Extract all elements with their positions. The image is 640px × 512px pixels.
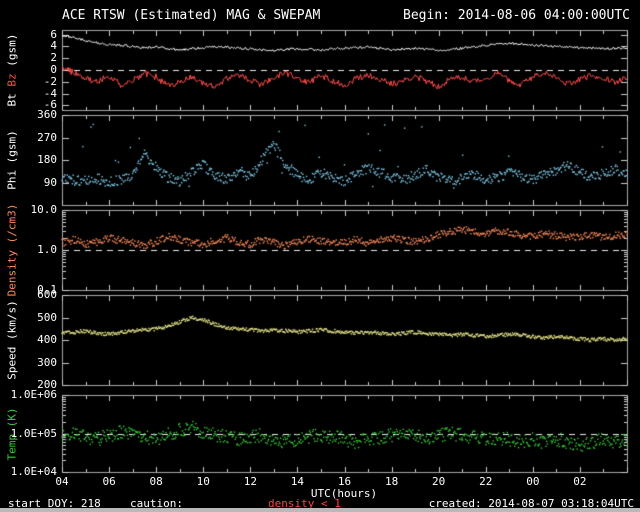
footer-start-doy: start DOY: 218 [8, 497, 101, 510]
y-tick-label: 4 [50, 39, 57, 53]
y-tick-label: -4 [43, 86, 57, 100]
bottom-border-bar [0, 508, 640, 512]
x-tick-label: 22 [479, 475, 493, 488]
y-tick-label: 360 [37, 108, 57, 121]
plot-title: ACE RTSW (Estimated) MAG & SWEPAM [62, 8, 321, 23]
footer-caution-label: caution: [130, 497, 183, 510]
y-tick-label: 1.0 [37, 243, 57, 256]
y-tick-label: 180 [37, 153, 57, 166]
y-tick-label: 600 [37, 288, 57, 301]
y-tick-label: -6 [43, 98, 57, 112]
x-tick-label: 06 [102, 475, 116, 488]
x-tick-label: 20 [432, 475, 446, 488]
x-tick-label: 08 [149, 475, 163, 488]
y-tick-label: 200 [37, 378, 57, 391]
x-tick-label: 12 [243, 475, 257, 488]
footer-caution-value: density < 1 [268, 497, 341, 510]
x-tick-label: 18 [384, 475, 399, 488]
footer-created: created: 2014-08-07 03:18:04UTC [428, 497, 634, 510]
y-tick-label: 300 [37, 355, 57, 369]
x-tick-label: 10 [196, 475, 210, 488]
y-tick-label: 2 [50, 51, 57, 65]
x-axis-label: UTC(hours) [310, 487, 378, 500]
y-tick-label: 0 [50, 63, 57, 76]
x-tick-label: 02 [573, 475, 587, 488]
y-tick-label: 400 [37, 333, 57, 346]
y-tick-label: 270 [37, 130, 57, 144]
y-tick-label: 1.0E+06 [10, 388, 57, 401]
x-tick-label: 14 [290, 475, 305, 488]
y-tick-label: 6 [50, 27, 57, 41]
x-tick-label: 00 [526, 475, 540, 488]
y-tick-label: 0.1 [37, 283, 57, 296]
y-tick-label: 10.0 [30, 203, 58, 216]
y-tick-label: 500 [37, 310, 57, 324]
x-tick-label: 16 [337, 475, 352, 488]
y-tick-label: -2 [43, 74, 57, 88]
begin-timestamp: Begin: 2014-08-06 04:00:00UTC [403, 8, 630, 23]
y-tick-label: 1.0E+04 [10, 465, 57, 478]
y-tick-label: 90 [43, 175, 57, 189]
y-tick-label: 1.0E+05 [10, 426, 57, 440]
x-tick-label: 04 [55, 475, 69, 488]
